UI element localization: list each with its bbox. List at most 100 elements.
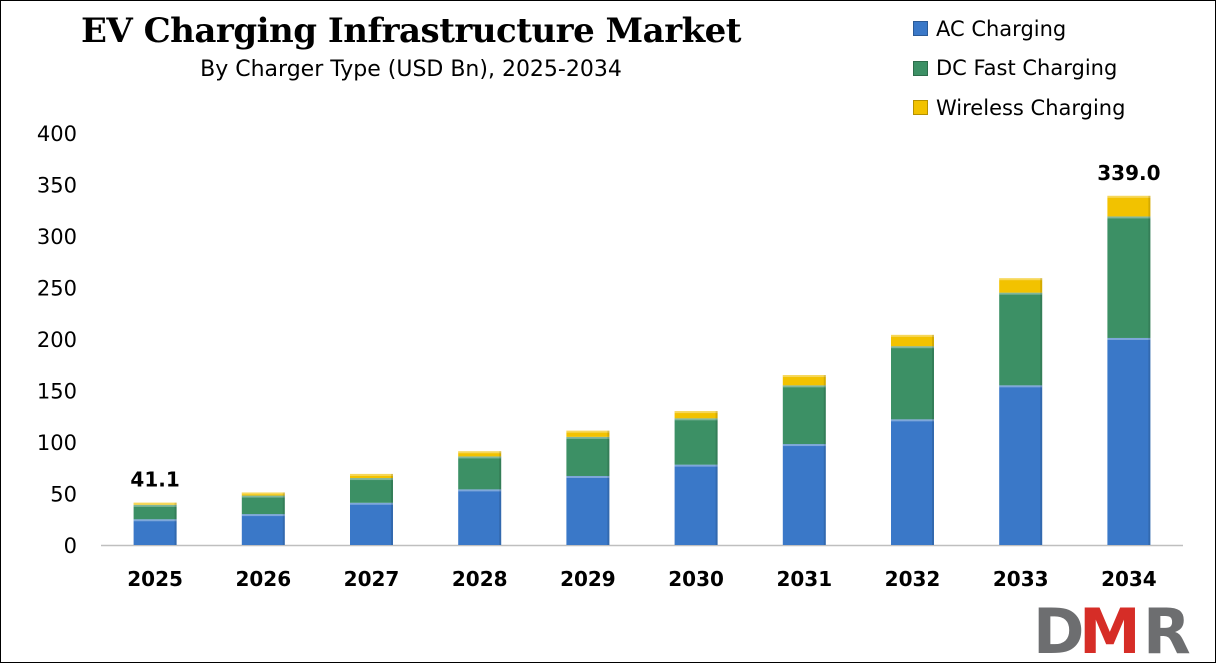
bar-shade [932,419,934,545]
legend: AC Charging DC Fast Charging Wireless Ch… [913,9,1125,128]
bar-highlight [566,436,610,439]
dmr-logo-letter-m: M [1079,599,1141,657]
bar-shade [932,346,934,420]
bar-shade [932,334,934,347]
bar-highlight [891,346,934,349]
y-tick-label: 400 [37,122,77,146]
bar-shade [823,444,826,545]
bar-ac-charging-2025 [133,519,177,545]
bar-shade [1040,292,1043,386]
bar-highlight [782,444,826,447]
bar-ac-charging-2031 [782,444,826,545]
bar-highlight [891,334,934,337]
bar-wireless-charging-2029 [566,430,610,437]
bar-wireless-charging-2030 [674,411,718,419]
legend-item-ac-charging: AC Charging [913,9,1125,49]
bar-highlight [241,495,285,498]
bar-shade [715,418,718,465]
bar-highlight [566,430,610,433]
bar-highlight [133,519,177,522]
bar-highlight [891,419,934,422]
bar-dc-fast-charging-2027 [350,478,393,503]
bar-highlight [458,489,502,492]
legend-item-wireless-charging: Wireless Charging [913,88,1125,128]
bar-shade [391,473,393,479]
bar-dc-fast-charging-2033 [999,292,1043,386]
dmr-logo: D M R [1033,599,1191,657]
bar-shade [1148,195,1151,217]
bar-highlight [133,502,177,505]
chart-title: EV Charging Infrastructure Market [80,11,742,51]
bar-highlight [458,456,502,459]
bar-ac-charging-2033 [999,385,1043,545]
legend-label-wireless-charging: Wireless Charging [936,95,1126,120]
bar-shade [715,464,718,545]
bar-shade [174,519,177,545]
x-tick-label: 2025 [127,567,183,591]
legend-item-dc-fast-charging: DC Fast Charging [913,49,1125,89]
bar-highlight [782,375,826,378]
bar-wireless-charging-2026 [241,492,285,496]
bar-shade [499,456,502,490]
x-tick-label: 2031 [776,567,832,591]
y-tick-label: 50 [50,483,77,507]
y-tick-label: 100 [37,431,77,455]
legend-label-dc-fast-charging: DC Fast Charging [936,56,1118,81]
x-tick-label: 2034 [1101,567,1157,591]
bar-dc-fast-charging-2034 [1107,216,1151,338]
bar-dc-fast-charging-2032 [891,346,934,420]
bar-highlight [674,418,718,421]
bar-dc-fast-charging-2030 [674,418,718,465]
bar-shade [499,451,502,457]
bar-highlight [350,473,393,476]
bar-shade [282,514,285,545]
bar-highlight [782,385,826,388]
bar-shade [282,495,285,515]
bar-highlight [350,478,393,481]
bar-dc-fast-charging-2026 [241,495,285,515]
x-tick-label: 2028 [452,567,508,591]
bar-shade [1148,337,1151,545]
x-tick-label: 2029 [560,567,616,591]
total-label-2034: 339.0 [1097,161,1160,185]
bar-shade [391,478,393,503]
y-tick-label: 250 [37,277,77,301]
bar-shade [607,475,610,545]
bar-ac-charging-2027 [350,502,393,545]
bar-highlight [1107,195,1151,198]
bar-shade [607,430,610,437]
bar-shade [174,502,177,505]
bar-wireless-charging-2033 [999,278,1043,293]
y-tick-label: 150 [37,380,77,404]
bar-ac-charging-2032 [891,419,934,545]
bar-wireless-charging-2031 [782,375,826,386]
x-tick-label: 2026 [235,567,291,591]
bar-shade [282,492,285,496]
legend-swatch-ac-charging [913,21,928,37]
x-tick-label: 2032 [885,567,941,591]
bar-ac-charging-2029 [566,475,610,545]
bar-highlight [1107,216,1151,219]
bar-highlight [674,411,718,414]
bar-ac-charging-2034 [1107,337,1151,545]
bar-dc-fast-charging-2025 [133,504,177,520]
legend-swatch-wireless-charging [913,100,928,116]
bar-shade [715,411,718,419]
bar-highlight [241,492,285,495]
bar-dc-fast-charging-2031 [782,385,826,445]
legend-label-ac-charging: AC Charging [936,16,1067,41]
bar-highlight [999,278,1043,281]
bar-ac-charging-2028 [458,489,502,545]
x-tick-label: 2033 [993,567,1049,591]
y-tick-label: 200 [37,328,77,352]
bar-dc-fast-charging-2028 [458,456,502,490]
bar-wireless-charging-2032 [891,334,934,347]
bar-wireless-charging-2025 [133,502,177,505]
bar-shade [174,504,177,520]
bar-shade [1040,278,1043,293]
bar-highlight [350,502,393,505]
bar-shade [391,502,393,545]
chart-subtitle: By Charger Type (USD Bn), 2025-2034 [200,57,622,82]
